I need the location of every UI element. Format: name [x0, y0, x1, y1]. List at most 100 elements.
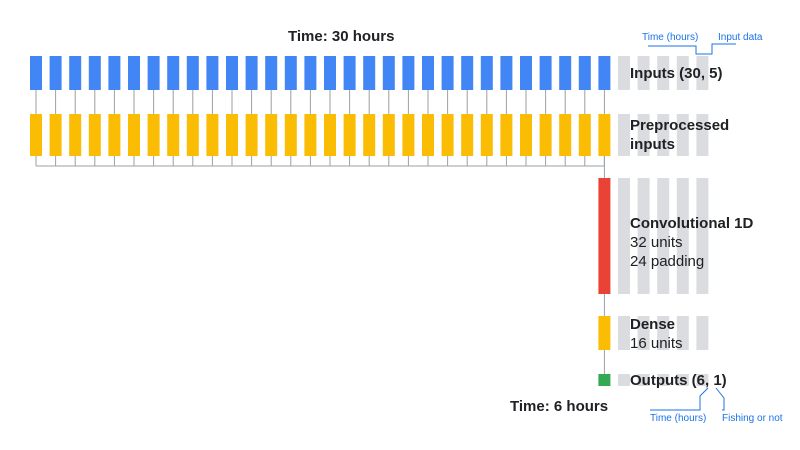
input-timestep-block [382, 56, 395, 90]
input-timestep-block [461, 56, 474, 90]
preprocessed-timestep-block [108, 114, 121, 156]
preprocessed-label-line2: inputs [630, 136, 675, 153]
input-timestep-block [578, 56, 591, 90]
preprocessed-timestep-block [49, 114, 62, 156]
output-time-bracket [650, 387, 709, 411]
preprocessed-timestep-block [324, 114, 336, 156]
preprocessed-label-line1: Preprocessed [630, 117, 730, 134]
output-block [598, 374, 611, 386]
inputs-inactive-block [637, 56, 650, 90]
input-timestep-block [265, 56, 278, 90]
conv-layer-block [598, 178, 611, 294]
input-timestep-block [88, 56, 101, 90]
preprocessed-timestep-block [422, 114, 434, 156]
conv-layer-units: 32 units [630, 234, 683, 251]
preprocessed-timestep-block [461, 114, 474, 156]
outputs-inactive-block [657, 374, 670, 386]
input-time-bracket [648, 45, 706, 55]
preprocessed-timestep-block [88, 114, 101, 156]
input-timestep-block [559, 56, 572, 90]
preprocessed-timestep-block [343, 114, 356, 156]
preprocessed-timestep-block [441, 114, 454, 156]
input-timestep-block [245, 56, 258, 90]
preprocessed-timestep-block [500, 114, 513, 156]
annotation-input-data: Input data [718, 32, 763, 43]
outputs-inactive-block [637, 374, 650, 386]
input-timestep-block [30, 56, 42, 90]
conv-inactive-block [696, 178, 709, 294]
preprocessed-timestep-block [147, 114, 160, 156]
input-timestep-block [226, 56, 238, 90]
input-timestep-block [108, 56, 121, 90]
annotation-output-time: Time (hours) [650, 413, 707, 424]
preprocessed-timestep-block [578, 114, 591, 156]
input-timestep-block [284, 56, 297, 90]
outputs-inactive-block [618, 374, 630, 386]
input-timestep-block [363, 56, 376, 90]
input-data-bracket [706, 43, 736, 55]
dense-layer-block [598, 316, 611, 350]
preprocessed-timestep-block [520, 114, 532, 156]
preprocessed-timestep-block [69, 114, 82, 156]
inputs-inactive-block [676, 56, 689, 90]
preprocessed-inactive-block [637, 114, 650, 156]
conv-layer-name: Convolutional 1D [630, 215, 754, 232]
dense-inactive-block [657, 316, 670, 350]
dense-inactive-block [637, 316, 650, 350]
preprocessed-timestep-block [245, 114, 258, 156]
title-bottom: Time: 6 hours [510, 398, 609, 415]
preprocessed-timestep-block [539, 114, 552, 156]
preprocessed-timestep-block [363, 114, 376, 156]
preprocessed-inactive-block [618, 114, 630, 156]
annotation-brackets [648, 43, 736, 411]
outputs-inactive-block [696, 374, 709, 386]
input-timestep-block [598, 56, 611, 90]
input-timestep-block [480, 56, 493, 90]
preprocessed-timestep-block [265, 114, 278, 156]
outputs-inactive-block [676, 374, 689, 386]
preprocessed-timestep-block [382, 114, 395, 156]
input-timestep-block [539, 56, 552, 90]
conv-inactive-block [618, 178, 630, 294]
dense-layer-name: Dense [630, 316, 676, 333]
dense-layer-units: 16 units [630, 335, 683, 352]
output-class-bracket [715, 387, 725, 411]
title-top: Time: 30 hours [288, 28, 395, 45]
preprocessed-timestep-block [226, 114, 238, 156]
conv-inactive-block [657, 178, 670, 294]
preprocessed-timestep-block [167, 114, 180, 156]
preprocessed-inactive-block [696, 114, 709, 156]
input-timestep-block [500, 56, 513, 90]
preprocessed-timestep-block [30, 114, 42, 156]
input-timestep-block [128, 56, 140, 90]
input-timestep-block [167, 56, 180, 90]
preprocessed-timestep-block [480, 114, 493, 156]
dense-inactive-block [696, 316, 709, 350]
input-timestep-block [343, 56, 356, 90]
input-timestep-block [402, 56, 415, 90]
preprocessed-timestep-block [206, 114, 219, 156]
preprocessed-timestep-block [402, 114, 415, 156]
dense-inactive-block [618, 316, 630, 350]
preprocessed-timestep-block [186, 114, 199, 156]
conv-inactive-block [637, 178, 650, 294]
dense-inactive-block [676, 316, 689, 350]
inputs-inactive-block [696, 56, 709, 90]
input-timestep-block [422, 56, 434, 90]
inputs-inactive-block [657, 56, 670, 90]
preprocessed-timestep-block [304, 114, 317, 156]
preprocessed-inactive-block [676, 114, 689, 156]
annotation-output-class: Fishing or not [722, 413, 783, 424]
input-timestep-block [147, 56, 160, 90]
inputs-layer-label: Inputs (30, 5) [630, 65, 723, 82]
preprocessed-timestep-block [598, 114, 611, 156]
conv-layer-padding: 24 padding [630, 253, 705, 270]
annotation-input-time: Time (hours) [642, 32, 699, 43]
input-timestep-block [441, 56, 454, 90]
input-timestep-block [186, 56, 199, 90]
outputs-layer-label: Outputs (6, 1) [630, 372, 727, 389]
input-timestep-block [304, 56, 317, 90]
preprocessed-timestep-block [284, 114, 297, 156]
preprocessed-timestep-block [128, 114, 140, 156]
